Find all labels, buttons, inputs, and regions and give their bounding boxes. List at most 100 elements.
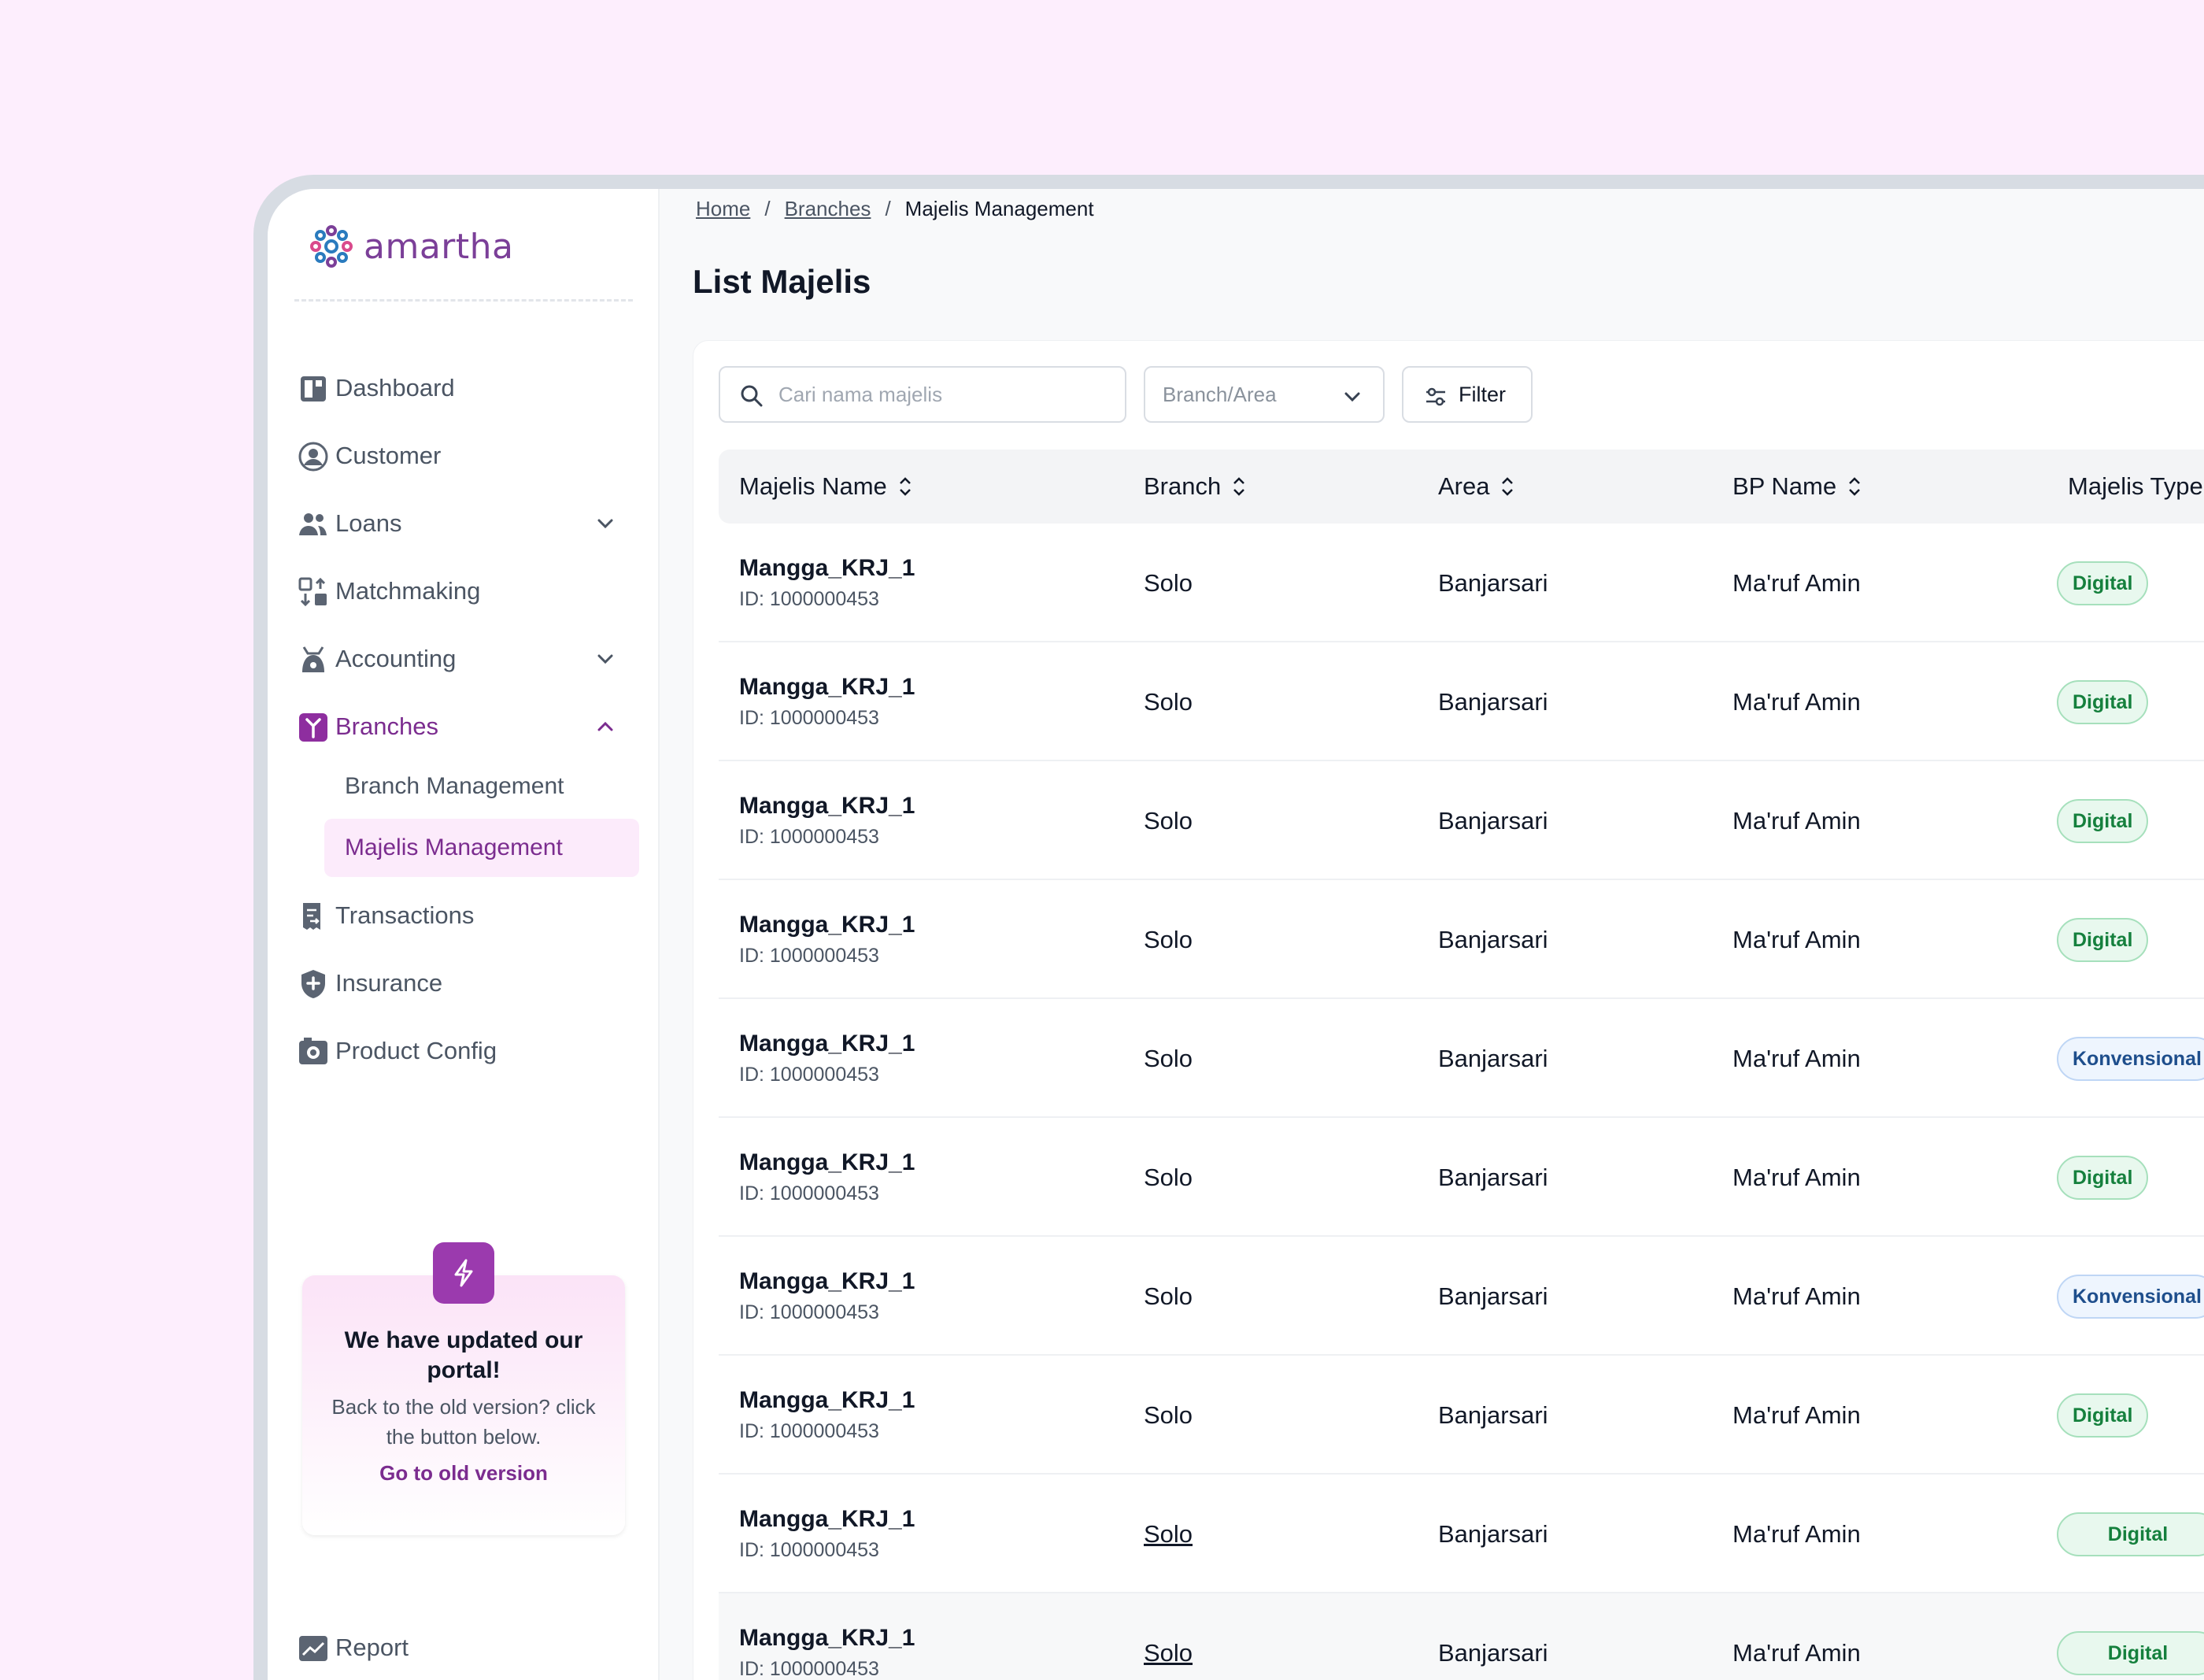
- branch-link[interactable]: Solo: [1144, 1519, 1193, 1548]
- majelis-name-cell: Mangga_KRJ_1 ID: 1000000453: [739, 1237, 915, 1356]
- go-to-old-version-link[interactable]: Go to old version: [379, 1461, 548, 1485]
- column-header-majelis-name[interactable]: Majelis Name: [739, 450, 914, 524]
- area-cell: Banjarsari: [1438, 568, 1548, 597]
- filter-label: Filter: [1459, 382, 1506, 406]
- lightning-icon: [433, 1242, 494, 1304]
- majelis-id: ID: 1000000453: [739, 826, 879, 848]
- majelis-name-cell: Mangga_KRJ_1 ID: 1000000453: [739, 1475, 915, 1593]
- table-row[interactable]: Mangga_KRJ_1 ID: 1000000453 Solo Banjarsa…: [719, 1593, 2204, 1680]
- majelis-name[interactable]: Mangga_KRJ_1: [739, 1268, 915, 1294]
- majelis-type-cell: Digital: [2057, 1118, 2149, 1237]
- sidebar-subitem-branch-management[interactable]: Branch Management: [324, 757, 639, 816]
- majelis-name[interactable]: Mangga_KRJ_1: [739, 793, 915, 819]
- accounting-icon: [302, 646, 324, 672]
- majelis-name[interactable]: Mangga_KRJ_1: [739, 1625, 915, 1651]
- majelis-name[interactable]: Mangga_KRJ_1: [739, 674, 915, 700]
- customer-icon: [298, 442, 328, 472]
- sort-icon[interactable]: [1499, 475, 1516, 498]
- majelis-name[interactable]: Mangga_KRJ_1: [739, 912, 915, 938]
- branch-cell[interactable]: Solo: [1144, 1593, 1193, 1680]
- search-input[interactable]: Cari nama majelis: [719, 366, 1126, 423]
- chevron-up-icon[interactable]: [595, 716, 616, 737]
- bp-name-cell: Ma'ruf Amin: [1733, 1638, 1861, 1667]
- filter-button[interactable]: Filter: [1402, 366, 1533, 423]
- sidebar-item-loans[interactable]: Loans: [294, 496, 633, 551]
- sidebar-subitem-label: Majelis Management: [345, 834, 563, 860]
- branch-cell: Solo: [1144, 1401, 1193, 1429]
- table-row[interactable]: Mangga_KRJ_1 ID: 1000000453 Solo Banjarsa…: [719, 999, 2204, 1118]
- sort-icon[interactable]: [1846, 475, 1863, 498]
- majelis-name[interactable]: Mangga_KRJ_1: [739, 1149, 915, 1175]
- sidebar-item-product-config[interactable]: Product Config: [294, 1023, 633, 1079]
- status-badge: Konvensional: [2057, 1274, 2204, 1319]
- sidebar-item-label: Transactions: [335, 901, 475, 929]
- sidebar-item-label: Customer: [335, 442, 442, 469]
- majelis-name[interactable]: Mangga_KRJ_1: [739, 1506, 915, 1532]
- breadcrumb-branches[interactable]: Branches: [784, 197, 871, 220]
- branch-cell[interactable]: Solo: [1144, 1475, 1193, 1593]
- column-header-branch[interactable]: Branch: [1144, 450, 1248, 524]
- majelis-type-cell: Digital: [2057, 1475, 2204, 1593]
- table-row[interactable]: Mangga_KRJ_1 ID: 1000000453 Solo Banjarsa…: [719, 642, 2204, 761]
- majelis-type-cell: Digital: [2057, 1356, 2149, 1475]
- branch-link[interactable]: Solo: [1144, 1638, 1193, 1667]
- sidebar-item-report[interactable]: Report: [294, 1622, 633, 1674]
- table-row[interactable]: Mangga_KRJ_1 ID: 1000000453 Solo Banjarsa…: [719, 524, 2204, 642]
- area-cell: Banjarsari: [1438, 1044, 1548, 1072]
- majelis-name-cell: Mangga_KRJ_1 ID: 1000000453: [739, 1593, 915, 1680]
- majelis-name-cell: Mangga_KRJ_1 ID: 1000000453: [739, 1118, 915, 1237]
- bp-name-cell: Ma'ruf Amin: [1733, 1282, 1861, 1310]
- column-header-label: Majelis Name: [739, 472, 887, 500]
- column-header-bp-name[interactable]: BP Name: [1733, 450, 1863, 524]
- column-header-area[interactable]: Area: [1438, 450, 1516, 524]
- majelis-name[interactable]: Mangga_KRJ_1: [739, 1387, 915, 1413]
- sort-icon[interactable]: [897, 475, 914, 498]
- branch-area-select[interactable]: Branch/Area: [1144, 366, 1385, 423]
- branch-cell: Solo: [1144, 1163, 1193, 1191]
- page-title: List Majelis: [693, 263, 871, 300]
- logo[interactable]: amartha: [307, 222, 513, 271]
- sidebar-item-dashboard[interactable]: Dashboard: [294, 361, 633, 416]
- majelis-id: ID: 1000000453: [739, 1658, 879, 1680]
- table-row[interactable]: Mangga_KRJ_1 ID: 1000000453 Solo Banjarsa…: [719, 1356, 2204, 1475]
- sidebar-item-matchmaking[interactable]: Matchmaking: [294, 564, 633, 619]
- sidebar-item-label: Branches: [335, 712, 438, 740]
- area-cell: Banjarsari: [1438, 1282, 1548, 1310]
- branch-cell: Solo: [1144, 687, 1193, 716]
- column-header-majelis-type[interactable]: Majelis Type: [2068, 450, 2203, 524]
- sidebar-item-accounting[interactable]: Accounting: [294, 631, 633, 686]
- sidebar-item-customer[interactable]: Customer: [294, 428, 633, 483]
- chevron-down-icon[interactable]: [595, 649, 616, 669]
- breadcrumb-home[interactable]: Home: [696, 197, 751, 220]
- sidebar: amartha Dashboard Customer Loans Matchma…: [268, 189, 660, 1680]
- sidebar-item-branches[interactable]: Branches: [294, 699, 633, 754]
- table-row[interactable]: Mangga_KRJ_1 ID: 1000000453 Solo Banjarsa…: [719, 880, 2204, 999]
- branch-cell: Solo: [1144, 806, 1193, 834]
- table-row[interactable]: Mangga_KRJ_1 ID: 1000000453 Solo Banjarsa…: [719, 1475, 2204, 1593]
- table-row[interactable]: Mangga_KRJ_1 ID: 1000000453 Solo Banjarsa…: [719, 1237, 2204, 1356]
- table-row[interactable]: Mangga_KRJ_1 ID: 1000000453 Solo Banjarsa…: [719, 1118, 2204, 1237]
- breadcrumb-separator: /: [764, 197, 771, 220]
- sidebar-item-label: Dashboard: [335, 374, 455, 401]
- majelis-name[interactable]: Mangga_KRJ_1: [739, 555, 915, 581]
- area-cell: Banjarsari: [1438, 1401, 1548, 1429]
- sort-icon[interactable]: [1230, 475, 1248, 498]
- majelis-name[interactable]: Mangga_KRJ_1: [739, 1031, 915, 1056]
- majelis-id: ID: 1000000453: [739, 1301, 879, 1323]
- app-window: amartha Dashboard Customer Loans Matchma…: [268, 189, 2204, 1680]
- chevron-down-icon[interactable]: [595, 513, 616, 534]
- sidebar-item-insurance[interactable]: Insurance: [294, 956, 633, 1011]
- sidebar-item-label: Product Config: [335, 1037, 497, 1064]
- sidebar-item-transactions[interactable]: Transactions: [294, 888, 633, 943]
- sidebar-subitem-majelis-management[interactable]: Majelis Management: [324, 819, 639, 877]
- branch-cell: Solo: [1144, 925, 1193, 953]
- majelis-type-cell: Konvensional: [2057, 999, 2204, 1118]
- promo-title: We have updated our portal!: [344, 1327, 583, 1383]
- table-row[interactable]: Mangga_KRJ_1 ID: 1000000453 Solo Banjarsa…: [719, 761, 2204, 880]
- majelis-name-cell: Mangga_KRJ_1 ID: 1000000453: [739, 880, 915, 999]
- status-badge: Digital: [2057, 1155, 2149, 1200]
- sidebar-item-label: Matchmaking: [335, 577, 481, 605]
- bp-name-cell: Ma'ruf Amin: [1733, 1401, 1861, 1429]
- column-header-label: BP Name: [1733, 472, 1837, 500]
- bp-name-cell: Ma'ruf Amin: [1733, 568, 1861, 597]
